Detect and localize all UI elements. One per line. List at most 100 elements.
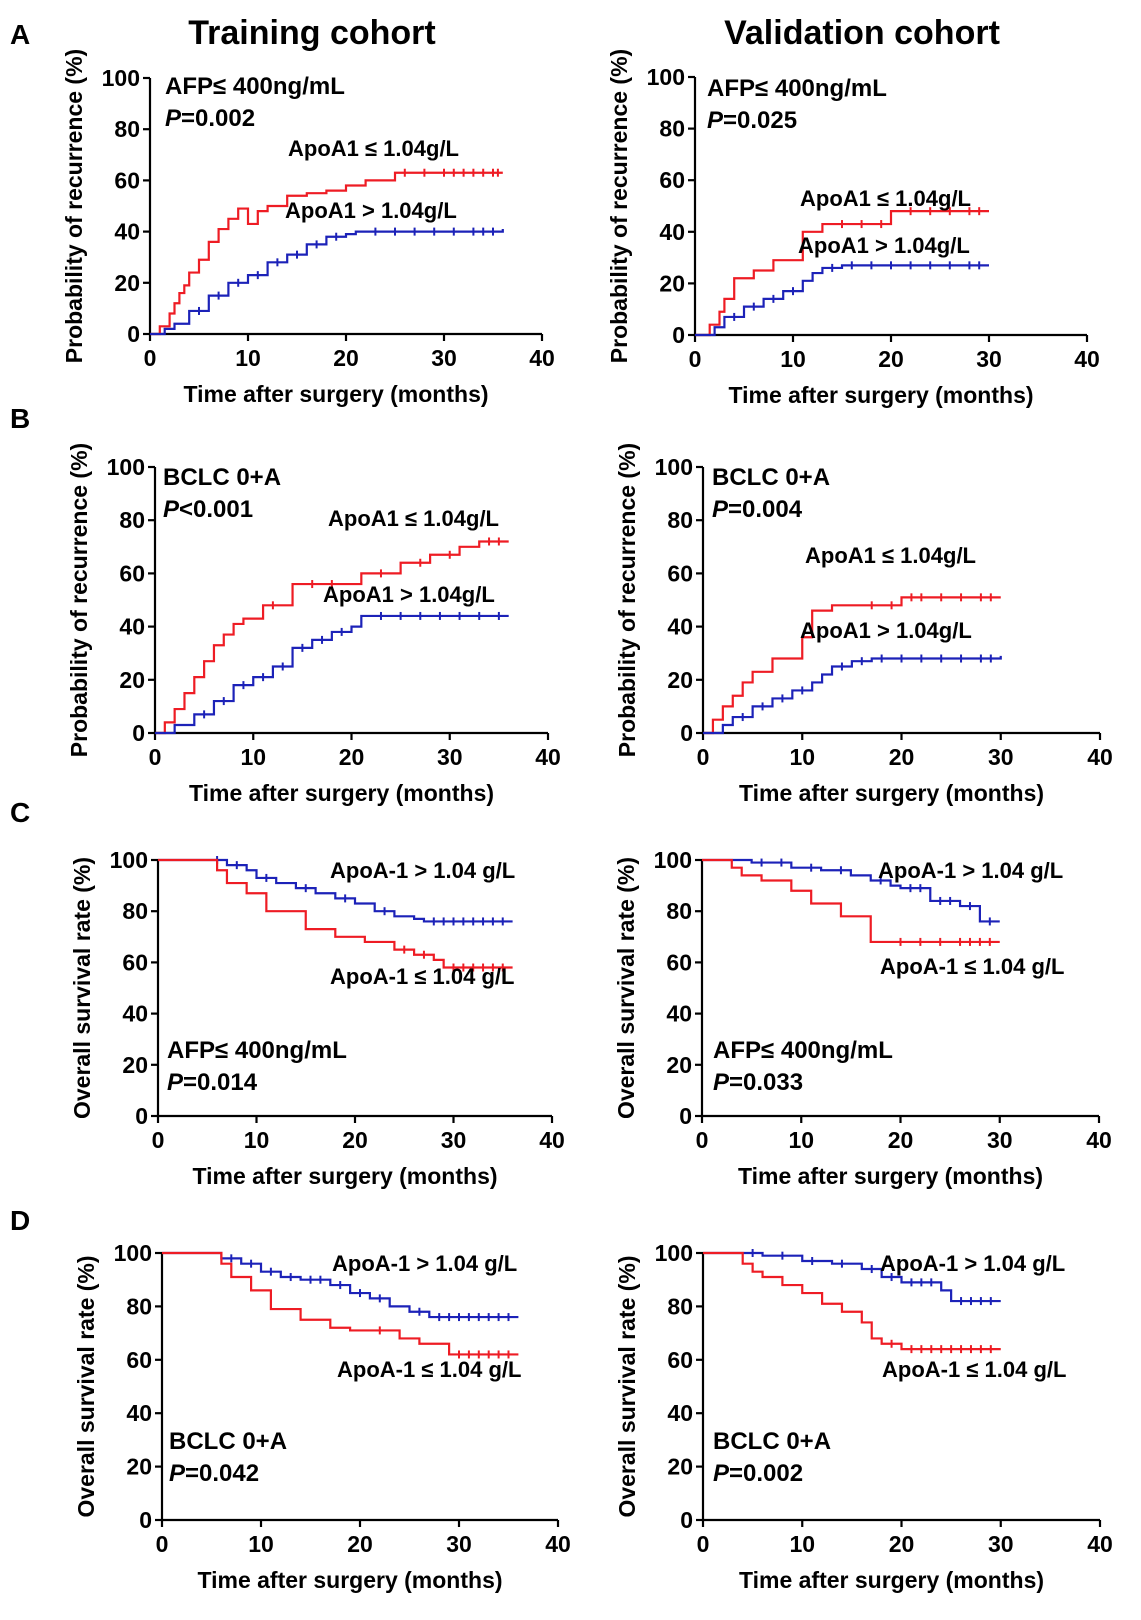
y-tick-label: 40 (119, 614, 145, 640)
x-tick-label: 30 (446, 1531, 472, 1557)
x-tick-label: 0 (697, 1531, 710, 1557)
x-tick-label: 0 (144, 345, 157, 371)
p-value-number: =0.002 (729, 1460, 803, 1487)
y-tick-label: 40 (126, 1400, 152, 1426)
km-curve-a (703, 596, 1001, 735)
panel-letter-c: C (10, 797, 30, 828)
y-tick-label: 0 (672, 322, 685, 348)
curve-label: ApoA1 ≤ 1.04g/L (800, 186, 971, 211)
curve-label: ApoA1 > 1.04g/L (323, 582, 495, 607)
y-tick-label: 40 (659, 219, 685, 245)
x-tick-label: 40 (535, 744, 561, 770)
curve-label: ApoA1 ≤ 1.04g/L (328, 506, 499, 531)
p-value: P=0.002 (713, 1460, 803, 1487)
p-value: P=0.004 (712, 496, 803, 523)
km-curve-a (158, 858, 513, 923)
y-tick-label: 0 (680, 1507, 693, 1533)
subgroup-label: AFP≤ 400ng/mL (165, 73, 345, 100)
x-axis-title: Time after surgery (months) (197, 1567, 502, 1593)
x-tick-label: 10 (244, 1127, 270, 1153)
p-symbol: P (163, 496, 180, 523)
y-tick-label: 40 (666, 1001, 692, 1027)
panel-letter-d: D (10, 1205, 30, 1236)
y-tick-label: 20 (126, 1454, 152, 1480)
x-tick-label: 20 (878, 346, 904, 372)
y-tick-label: 20 (119, 667, 145, 693)
x-tick-label: 20 (339, 744, 365, 770)
y-tick-label: 80 (667, 507, 693, 533)
subgroup-label: BCLC 0+A (713, 1428, 831, 1455)
y-tick-label: 40 (114, 219, 140, 245)
x-axis-title: Time after surgery (months) (189, 780, 494, 806)
y-tick-label: 80 (122, 898, 148, 924)
curve-label: ApoA-1 ≤ 1.04 g/L (337, 1357, 521, 1382)
x-tick-label: 20 (347, 1531, 373, 1557)
subgroup-label: BCLC 0+A (163, 464, 281, 491)
x-tick-label: 40 (1087, 1531, 1113, 1557)
x-tick-label: 10 (789, 1531, 815, 1557)
km-curve-b (695, 264, 989, 337)
y-tick-label: 0 (680, 720, 693, 746)
y-tick-label: 100 (102, 65, 140, 91)
y-tick-label: 0 (135, 1103, 148, 1129)
column-title-training: Training cohort (188, 14, 435, 52)
y-axis-title: Probability of recurrence (%) (614, 443, 640, 757)
x-tick-label: 40 (1086, 1127, 1112, 1153)
p-value-number: =0.004 (728, 496, 803, 523)
p-value: P<0.001 (163, 496, 253, 523)
curve-label: ApoA1 > 1.04g/L (798, 233, 970, 258)
y-tick-label: 0 (127, 321, 140, 347)
x-tick-label: 10 (780, 346, 806, 372)
x-axis-title: Time after surgery (months) (738, 1163, 1043, 1189)
x-tick-label: 30 (988, 744, 1014, 770)
y-tick-label: 60 (666, 949, 692, 975)
y-tick-label: 60 (126, 1347, 152, 1373)
subgroup-label: AFP≤ 400ng/mL (713, 1037, 893, 1064)
chart-panel-B-training: 0 20 40 60 80 100 0 10 20 30 40 Time after surgery … (66, 443, 561, 806)
x-tick-label: 40 (545, 1531, 571, 1557)
y-tick-label: 100 (655, 1240, 693, 1266)
subgroup-label: BCLC 0+A (169, 1428, 287, 1455)
y-tick-label: 100 (110, 847, 148, 873)
subgroup-label: AFP≤ 400ng/mL (707, 75, 887, 102)
x-tick-label: 10 (788, 1127, 814, 1153)
x-tick-label: 10 (240, 744, 266, 770)
p-value-number: =0.025 (723, 107, 797, 134)
panel-letter-b: B (10, 403, 30, 434)
x-axis-title: Time after surgery (months) (739, 780, 1044, 806)
x-tick-label: 0 (156, 1531, 169, 1557)
x-tick-label: 0 (689, 346, 702, 372)
panel-letter-a: A (10, 19, 30, 50)
curve-label: ApoA-1 ≤ 1.04 g/L (882, 1357, 1066, 1382)
curve-label: ApoA-1 > 1.04 g/L (880, 1251, 1065, 1276)
y-tick-label: 100 (654, 847, 692, 873)
x-tick-label: 30 (988, 1531, 1014, 1557)
p-symbol: P (712, 496, 729, 523)
x-tick-label: 0 (152, 1127, 165, 1153)
y-tick-label: 0 (679, 1103, 692, 1129)
y-tick-label: 80 (667, 1293, 693, 1319)
y-tick-label: 60 (667, 560, 693, 586)
y-tick-label: 0 (139, 1507, 152, 1533)
y-tick-label: 0 (132, 720, 145, 746)
x-tick-label: 40 (529, 345, 555, 371)
y-tick-label: 20 (659, 270, 685, 296)
p-value: P=0.002 (165, 105, 255, 132)
p-symbol: P (167, 1069, 184, 1096)
chart-panel-A-training: 0 20 40 60 80 100 0 10 20 30 40 Time after surgery … (61, 49, 555, 407)
x-tick-label: 20 (889, 1531, 915, 1557)
km-curve-b (703, 655, 1002, 735)
y-axis-title: Overall survival rate (%) (614, 1255, 640, 1517)
km-curve-b (162, 1251, 519, 1356)
x-tick-label: 30 (976, 346, 1002, 372)
y-tick-label: 60 (122, 949, 148, 975)
x-tick-label: 40 (539, 1127, 565, 1153)
x-tick-label: 20 (888, 1127, 914, 1153)
x-tick-label: 20 (333, 345, 359, 371)
y-tick-label: 20 (667, 667, 693, 693)
x-tick-label: 40 (1087, 744, 1113, 770)
y-tick-label: 20 (114, 270, 140, 296)
x-axis-title: Time after surgery (months) (739, 1567, 1044, 1593)
y-axis-title: Overall survival rate (%) (613, 857, 639, 1119)
y-axis-title: Overall survival rate (%) (73, 1255, 99, 1517)
